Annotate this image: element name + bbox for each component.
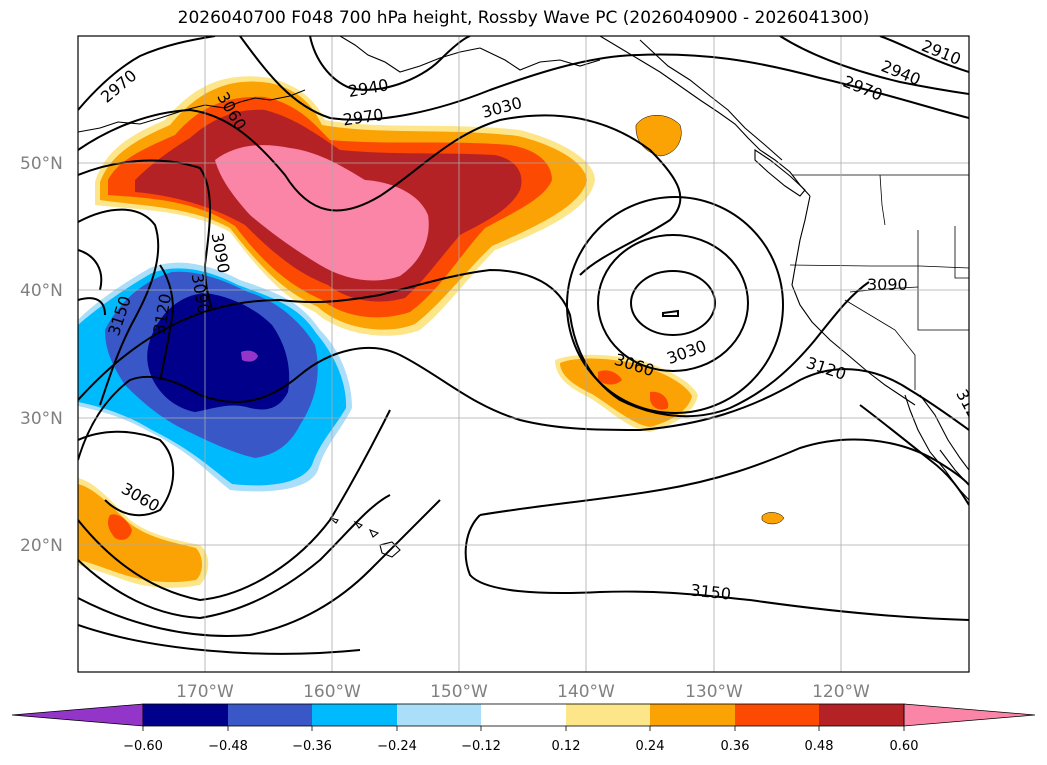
political-borders	[789, 174, 969, 390]
lon-label-170w: 170°W	[176, 682, 234, 702]
colorbar-tick-label: −0.12	[461, 739, 501, 754]
longitude-labels: 170°W 160°W 150°W 140°W 130°W 120°W	[176, 682, 870, 702]
colorbar-segment	[735, 704, 819, 726]
colorbar-tick-label: −0.48	[208, 739, 248, 754]
lat-label-30n: 30°N	[20, 409, 63, 429]
lon-label-150w: 150°W	[430, 682, 488, 702]
colorbar-segment	[481, 704, 566, 726]
colorbar-tick-label: 0.60	[890, 739, 919, 754]
colorbar: −0.60 −0.48 −0.36 −0.24 −0.12 0.12 0.24 …	[11, 703, 1036, 754]
colorbar-segment	[650, 704, 735, 726]
lon-label-130w: 130°W	[685, 682, 743, 702]
height-contours	[78, 36, 969, 655]
lon-label-120w: 120°W	[812, 682, 870, 702]
colorbar-tick-label: 0.36	[721, 739, 750, 754]
lat-label-20n: 20°N	[20, 536, 63, 556]
contour-label: 3150	[690, 580, 732, 603]
colorbar-tick-label: −0.60	[123, 739, 163, 754]
lat-label-50n: 50°N	[20, 154, 63, 174]
colorbar-extend-min	[11, 703, 144, 727]
graticule	[78, 36, 969, 672]
lon-label-160w: 160°W	[303, 682, 361, 702]
colorbar-segment	[143, 704, 228, 726]
colorbar-tick-label: 0.48	[805, 739, 834, 754]
colorbar-segment	[397, 704, 481, 726]
colorbar-segment	[228, 704, 312, 726]
latitude-labels: 50°N 40°N 30°N 20°N	[20, 154, 63, 556]
map-plot-area: 2970 2940 2910 2940 2970 2970 3030 3060 …	[78, 36, 969, 672]
lon-label-140w: 140°W	[557, 682, 615, 702]
lat-label-40n: 40°N	[20, 281, 63, 301]
colorbar-tick-label: −0.24	[377, 739, 417, 754]
colorbar-tick-label: 0.24	[636, 739, 665, 754]
anomaly-small-patch-south	[761, 512, 785, 525]
colorbar-tick-label: −0.36	[292, 739, 332, 754]
colorbar-segment	[566, 704, 650, 726]
colorbar-extend-max	[903, 703, 1036, 727]
map-title: 2026040700 F048 700 hPa height, Rossby W…	[177, 8, 870, 28]
contour-label: 3090	[867, 275, 908, 294]
colorbar-segment	[819, 704, 904, 726]
anomaly-subtropical-trough	[78, 262, 352, 492]
anomaly-southwest	[78, 478, 209, 588]
colorbar-segment	[312, 704, 397, 726]
colorbar-tick-label: 0.12	[552, 739, 581, 754]
map-frame	[77, 35, 970, 673]
anomaly-north-ridge	[95, 76, 595, 336]
